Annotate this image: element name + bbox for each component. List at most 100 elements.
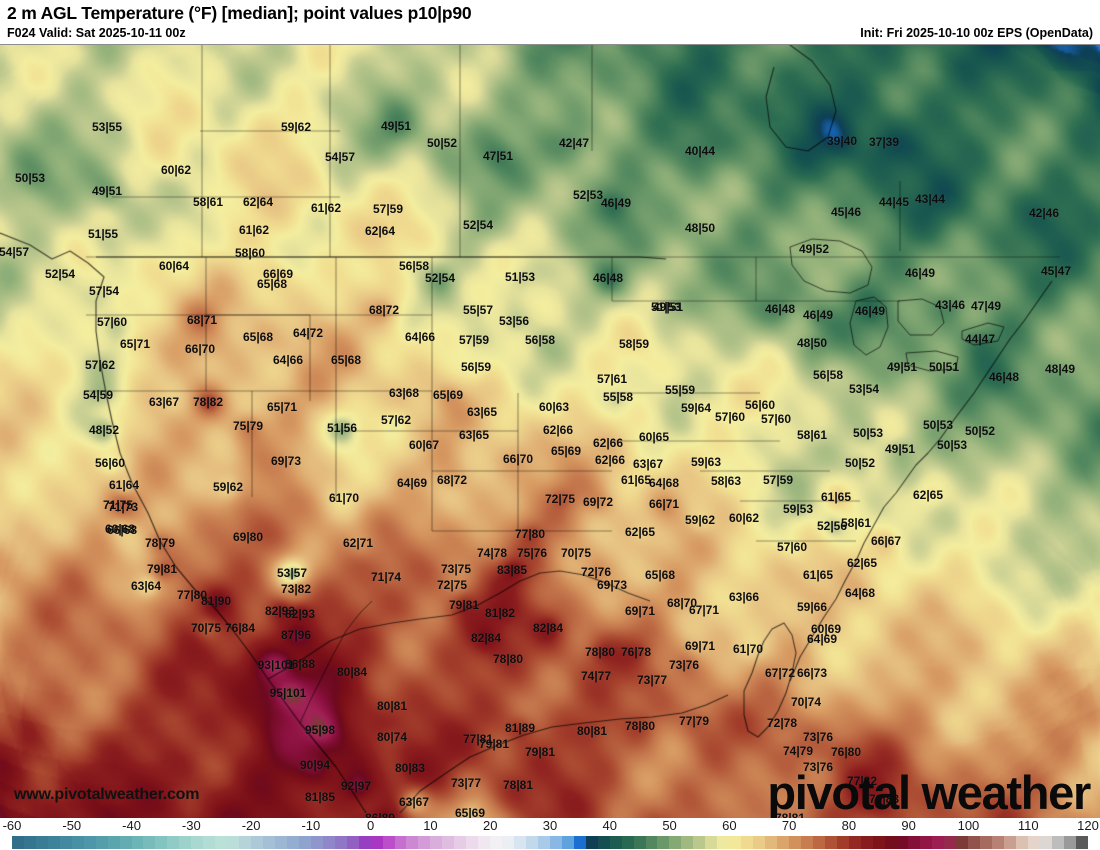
colorbar-cell: [669, 836, 682, 849]
colorbar-cell: [860, 836, 873, 849]
colorbar-tick: 30: [542, 818, 558, 833]
point-value-label: 54|57: [324, 150, 356, 164]
colorbar-tick: 100: [957, 818, 980, 833]
colorbar-tick: 10: [423, 818, 438, 833]
colorbar-cell: [119, 836, 132, 849]
point-value-label: 53|55: [91, 120, 123, 134]
point-value-label: 64|69: [396, 476, 428, 490]
point-value-label: 82|93: [264, 604, 296, 618]
colorbar-cell: [1016, 836, 1029, 849]
point-value-label: 78|80: [624, 719, 656, 733]
colorbar-cell: [59, 836, 72, 849]
point-value-label: 81|89: [504, 721, 536, 735]
colorbar-cell: [334, 836, 347, 849]
point-value-label: 65|69: [432, 388, 464, 402]
colorbar-tick: -30: [181, 818, 201, 833]
point-value-label: 46|49: [600, 196, 632, 210]
point-value-label: 63|65: [458, 428, 490, 442]
colorbar-tick: 50: [662, 818, 677, 833]
colorbar-cell: [155, 836, 168, 849]
point-value-label: 44|47: [964, 332, 996, 346]
point-value-label: 69|73: [270, 454, 302, 468]
point-value-label: 57|59: [372, 202, 404, 216]
colorbar-cell: [717, 836, 730, 849]
point-value-label: 74|79: [782, 744, 814, 758]
colorbar-cell: [681, 836, 694, 849]
point-value-label: 65|68: [644, 568, 676, 582]
colorbar-cell: [561, 836, 574, 849]
point-value-label: 69|80: [232, 530, 264, 544]
point-value-label: 55|59: [664, 383, 696, 397]
point-value-label: 62|64: [242, 195, 274, 209]
point-value-label: 47|51: [482, 149, 514, 163]
map-viewport[interactable]: 50|53 49|51 53|55 51|55 54|57 52|54 57|54 57|60…: [0, 44, 1100, 818]
point-value-label: 69|71: [624, 604, 656, 618]
point-value-label: 49|51: [886, 360, 918, 374]
colorbar-cell: [633, 836, 646, 849]
point-value-label: 49|51: [91, 184, 123, 198]
colorbar-tick: 40: [602, 818, 617, 833]
point-value-label: 54|59: [82, 388, 114, 402]
point-value-label: 69|71: [684, 639, 716, 653]
point-value-label: 48|50: [684, 221, 716, 235]
point-value-label: 82|84: [470, 631, 502, 645]
point-value-label: 62|65: [624, 525, 656, 539]
point-value-label: 46|49: [802, 308, 834, 322]
point-value-label: 64|66: [272, 353, 304, 367]
point-value-label: 57|62: [84, 358, 116, 372]
point-value-label: 65|68: [330, 353, 362, 367]
point-value-label: 43|44: [914, 192, 946, 206]
colorbar-cell: [1028, 836, 1040, 849]
point-value-label: 66|69: [262, 267, 294, 281]
colorbar-cell: [1039, 836, 1052, 849]
point-value-label: 66|70: [184, 342, 216, 356]
point-value-label: 69|73: [596, 578, 628, 592]
point-value-label: 57|60: [776, 540, 808, 554]
point-value-label: 95|98: [304, 723, 336, 737]
colorbar-cell: [322, 836, 335, 849]
point-value-label: 72|75: [436, 578, 468, 592]
point-value-label: 61|62: [238, 223, 270, 237]
colorbar-cell: [454, 836, 467, 849]
point-value-label: 60|64: [158, 259, 190, 273]
point-value-label: 50|51: [928, 360, 960, 374]
point-value-label: 65|68: [256, 277, 288, 291]
colorbar-cell: [645, 836, 658, 849]
colorbar-cell: [382, 836, 395, 849]
colorbar-tick: -10: [301, 818, 321, 833]
point-value-label: 75|76: [516, 546, 548, 560]
point-value-label: 76|78: [620, 645, 652, 659]
colorbar-cell: [765, 836, 777, 849]
point-value-label: 62|66: [594, 453, 626, 467]
colorbar-cell: [729, 836, 742, 849]
colorbar-cell: [824, 836, 837, 849]
colorbar-cell: [131, 836, 144, 849]
point-value-label: 65|71: [266, 400, 298, 414]
colorbar-cell: [621, 836, 634, 849]
point-value-label: 60|67: [408, 438, 440, 452]
point-value-label: 73|82: [280, 582, 312, 596]
colorbar-cell: [753, 836, 766, 849]
colorbar-cell: [1051, 836, 1064, 849]
point-value-label: 62|64: [364, 224, 396, 238]
colorbar-tick: 120: [1077, 818, 1099, 833]
point-value-label: 68|71: [186, 313, 218, 327]
colorbar-cell: [848, 836, 861, 849]
colorbar-cell: [920, 836, 933, 849]
colorbar-cell: [478, 836, 491, 849]
point-value-label: 90|94: [299, 758, 331, 772]
point-value-label: 65|68: [242, 330, 274, 344]
point-value-label: 48|52: [88, 423, 120, 437]
point-value-label: 93|101: [257, 658, 295, 672]
point-value-label: 52|54: [44, 267, 76, 281]
point-value-label: 45|47: [1040, 264, 1072, 278]
point-value-label: 58|61: [840, 516, 872, 530]
colorbar-cell: [800, 836, 813, 849]
point-value-label: 66|70: [502, 452, 534, 466]
colorbar-cell: [95, 836, 108, 849]
point-value-label: 60|63: [538, 400, 570, 414]
point-value-label: 80|81: [576, 724, 608, 738]
point-value-label: 53|57: [276, 566, 308, 580]
point-value-label: 70|75: [560, 546, 592, 560]
point-value-label: 50|52: [964, 424, 996, 438]
